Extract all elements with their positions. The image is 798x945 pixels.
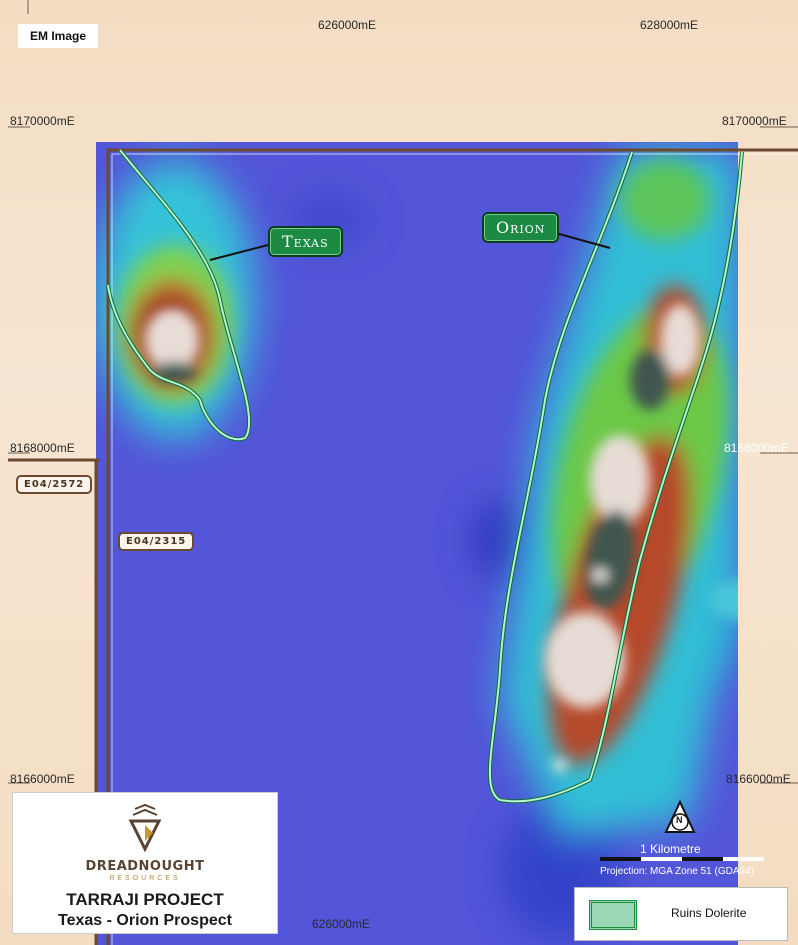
callout-orion: Orion xyxy=(482,212,560,243)
title-block: DREADNOUGHT RESOURCES TARRAJI PROJECT Te… xyxy=(12,792,278,934)
grid-label-easting-626000-top: 626000mE xyxy=(318,18,377,32)
prospect-title: Texas - Orion Prospect xyxy=(58,912,232,929)
legend-label-ruins-dolerite: Ruins Dolerite xyxy=(671,906,747,920)
callout-leaders xyxy=(209,231,611,261)
em-image xyxy=(96,142,738,945)
grid-label-northing-8168000-left: 8168000mE xyxy=(10,441,75,455)
grid-label-northing-8168000-right: 8168000mE xyxy=(724,441,789,455)
company-logo-icon xyxy=(128,803,162,853)
project-title: TARRAJI PROJECT xyxy=(66,890,224,909)
north-arrow-letter: N xyxy=(676,815,683,825)
legend: Ruins Dolerite xyxy=(574,887,788,941)
scale-bar xyxy=(600,857,764,861)
tenement-label-e04-2315: E04/2315 xyxy=(118,532,195,551)
north-arrow-icon xyxy=(664,799,696,833)
image-type-label: EM Image xyxy=(18,24,99,48)
grid-label-northing-8166000-left: 8166000mE xyxy=(10,772,75,786)
callout-texas: Texas xyxy=(268,226,343,257)
company-name: DREADNOUGHT xyxy=(85,859,205,874)
grid-label-easting-626000-bottom: 626000mE xyxy=(312,917,371,931)
company-subtitle: RESOURCES xyxy=(109,875,181,882)
projection-label: Projection: MGA Zone 51 (GDA94) xyxy=(600,866,754,877)
tenement-label-e04-2572: E04/2572 xyxy=(16,475,93,494)
legend-swatch-ruins-dolerite xyxy=(589,900,637,930)
scale-label: 1 Kilometre xyxy=(640,842,701,856)
grid-label-northing-8170000-left: 8170000mE xyxy=(10,114,75,128)
grid-ticks xyxy=(8,0,798,784)
grid-label-northing-8170000-right: 8170000mE xyxy=(722,114,787,128)
grid-label-northing-8166000-right: 8166000mE xyxy=(726,772,791,786)
grid-label-easting-628000-top: 628000mE xyxy=(640,18,699,32)
